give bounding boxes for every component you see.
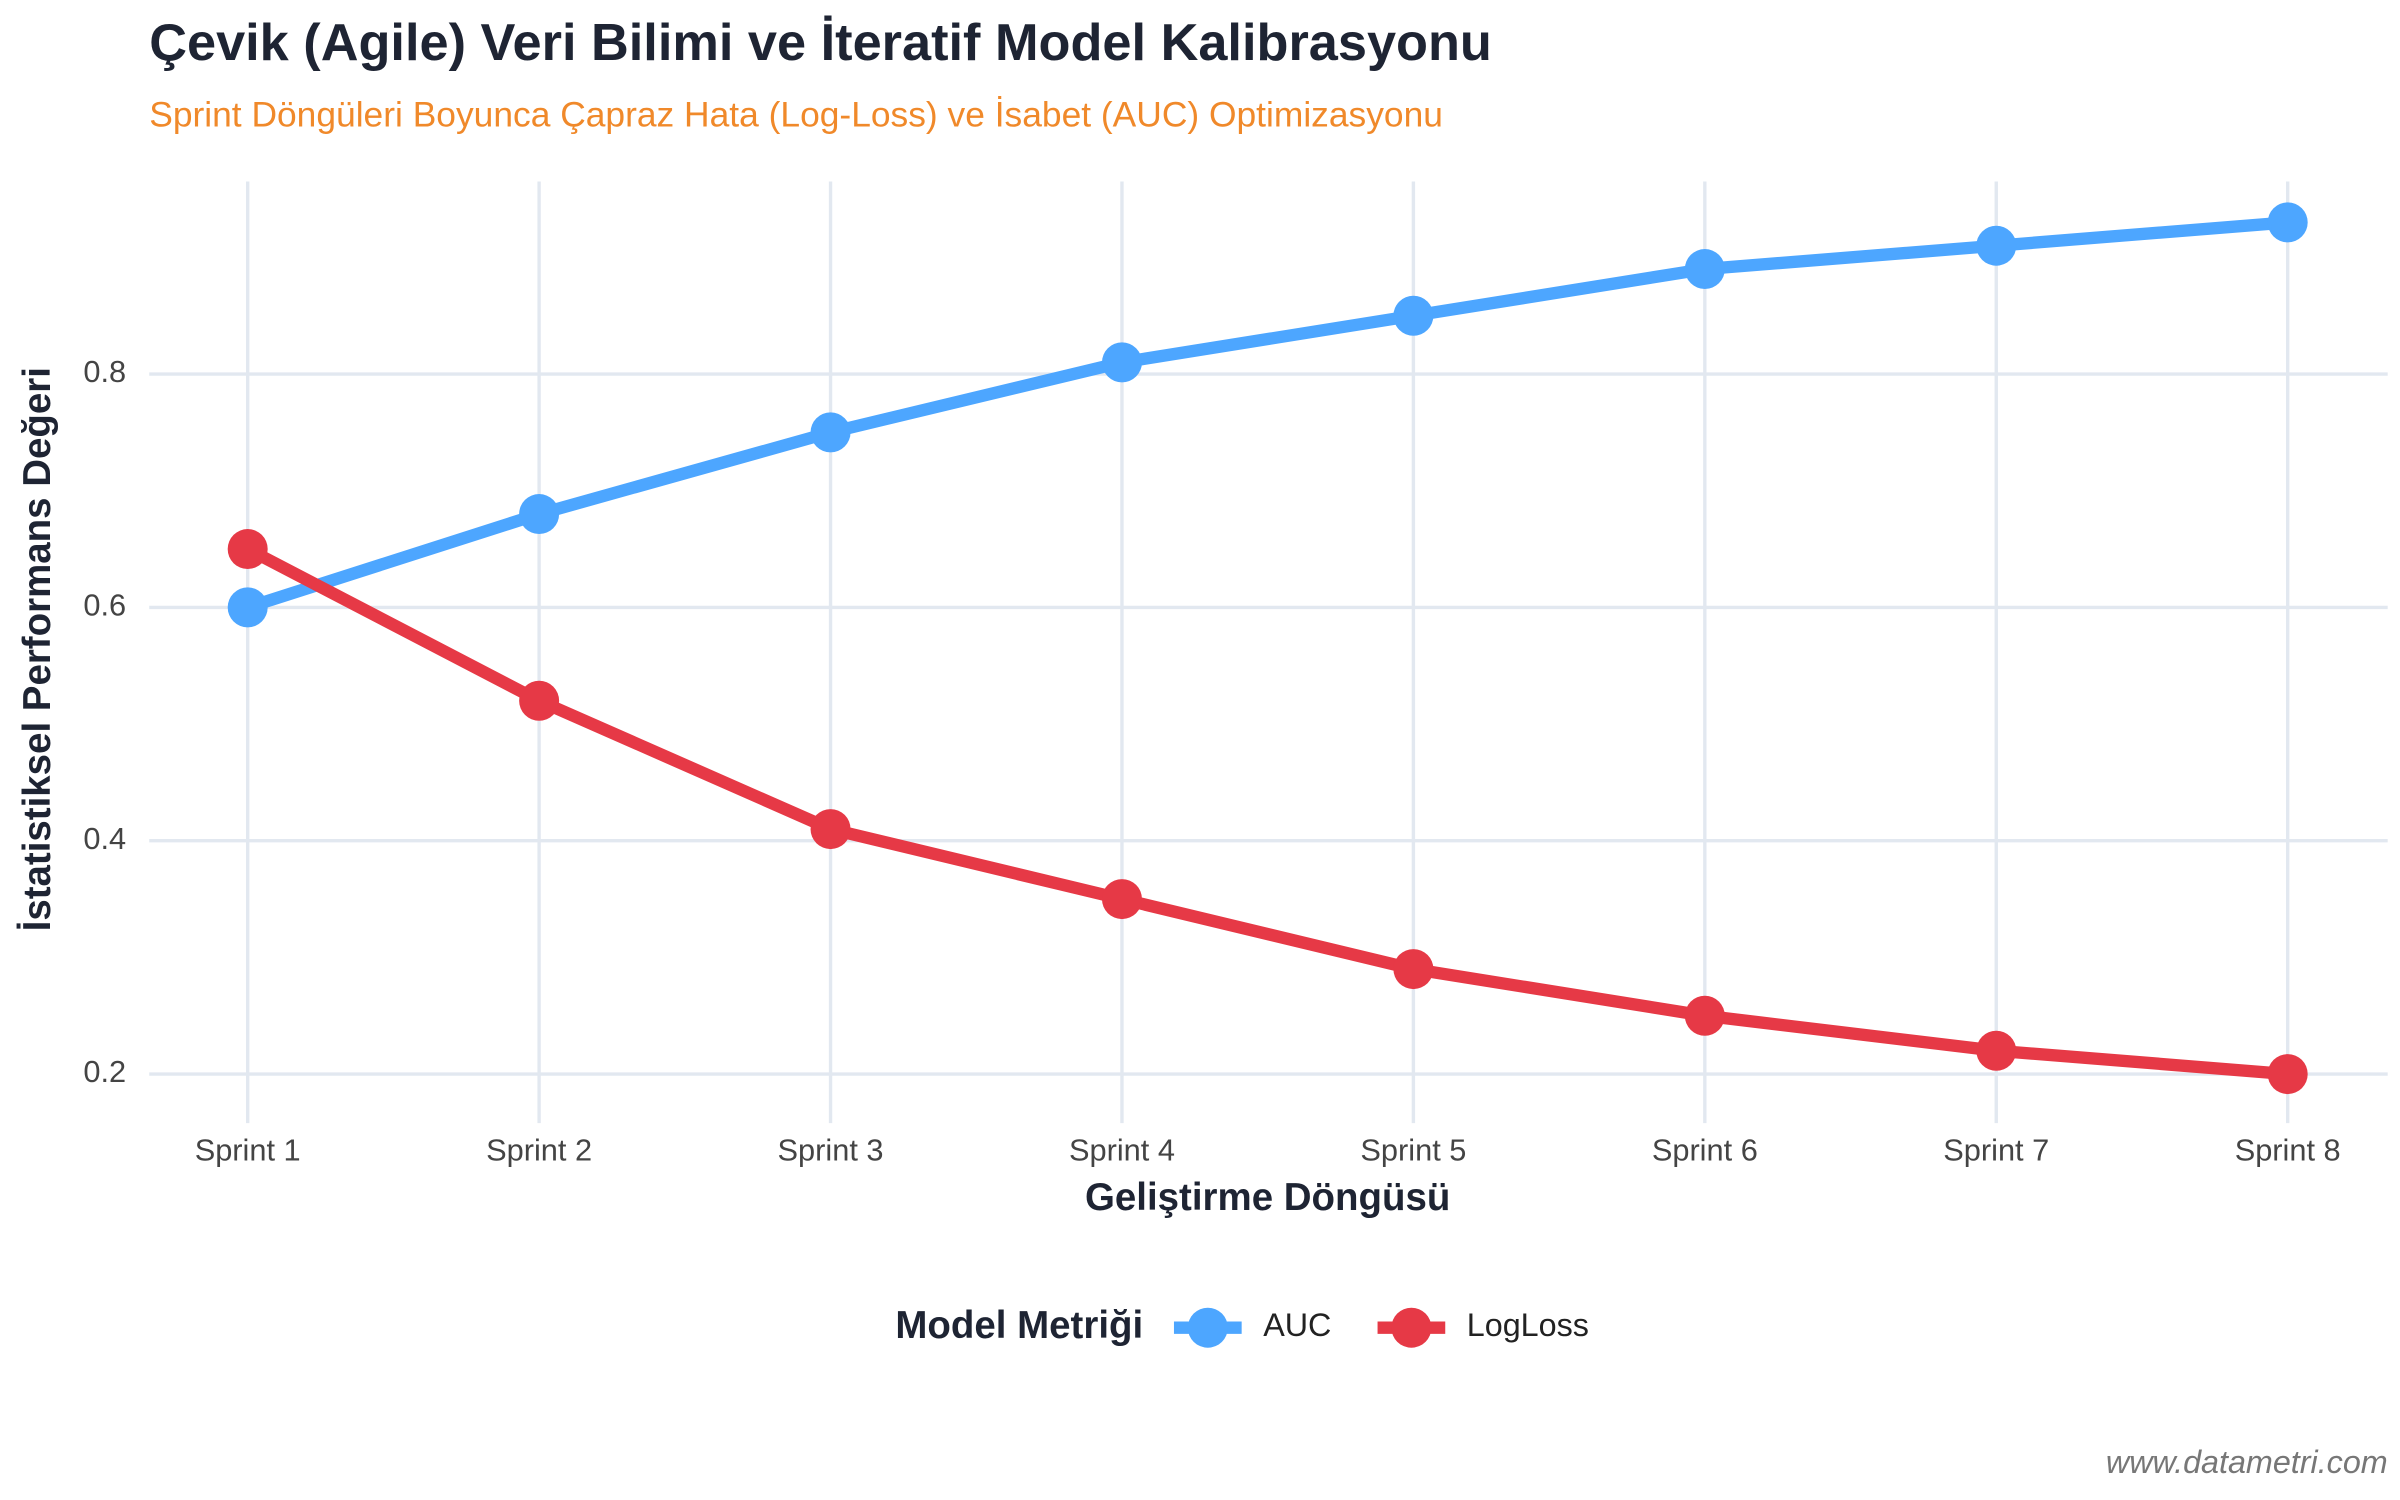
data-point (2267, 202, 2308, 243)
data-point (1976, 225, 2017, 266)
x-tick-label: Sprint 4 (1069, 1132, 1175, 1167)
y-tick-label: 0.2 (83, 1054, 126, 1089)
data-point (519, 494, 560, 535)
data-point (1393, 295, 1434, 336)
data-point (1684, 995, 1725, 1036)
legend-label: AUC (1263, 1307, 1331, 1343)
x-tick-label: Sprint 7 (1943, 1132, 2049, 1167)
data-point (810, 809, 851, 850)
data-point (2267, 1054, 2308, 1095)
x-tick-label: Sprint 8 (2235, 1132, 2341, 1167)
data-point (519, 680, 560, 721)
data-point (1101, 342, 1142, 383)
y-tick-label: 0.4 (83, 821, 126, 856)
data-point (227, 587, 268, 628)
data-point (1393, 949, 1434, 990)
caption: www.datametri.com (2106, 1444, 2388, 1480)
x-tick-label: Sprint 2 (486, 1132, 592, 1167)
series-line (245, 216, 2289, 614)
data-point (1101, 879, 1142, 920)
legend-key-point (1391, 1307, 1432, 1348)
x-tick-label: Sprint 5 (1360, 1132, 1466, 1167)
grid (149, 181, 2388, 1124)
data-point (227, 529, 268, 570)
legend-key-point (1187, 1307, 1228, 1348)
x-tick-label: Sprint 6 (1652, 1132, 1758, 1167)
x-tick-label: Sprint 3 (778, 1132, 884, 1167)
series-line (244, 543, 2289, 1081)
legend-label: LogLoss (1467, 1307, 1589, 1343)
legend-title: Model Metriği (895, 1304, 1143, 1347)
y-axis-label: İstatistiksel Performans Değeri (16, 367, 59, 931)
x-axis-label: Geliştirme Döngüsü (1085, 1176, 1450, 1219)
data-point (1976, 1030, 2017, 1071)
chart-subtitle: Sprint Döngüleri Boyunca Çapraz Hata (Lo… (149, 95, 1443, 134)
data-point (810, 412, 851, 453)
legend: Model Metriği AUC LogLoss (895, 1304, 1589, 1348)
data-point (1684, 249, 1725, 290)
y-tick-label: 0.6 (83, 588, 126, 623)
x-tick-label: Sprint 1 (195, 1132, 301, 1167)
chart-title: Çevik (Agile) Veri Bilimi ve İteratif Mo… (149, 14, 1492, 72)
y-tick-label: 0.8 (83, 354, 126, 389)
